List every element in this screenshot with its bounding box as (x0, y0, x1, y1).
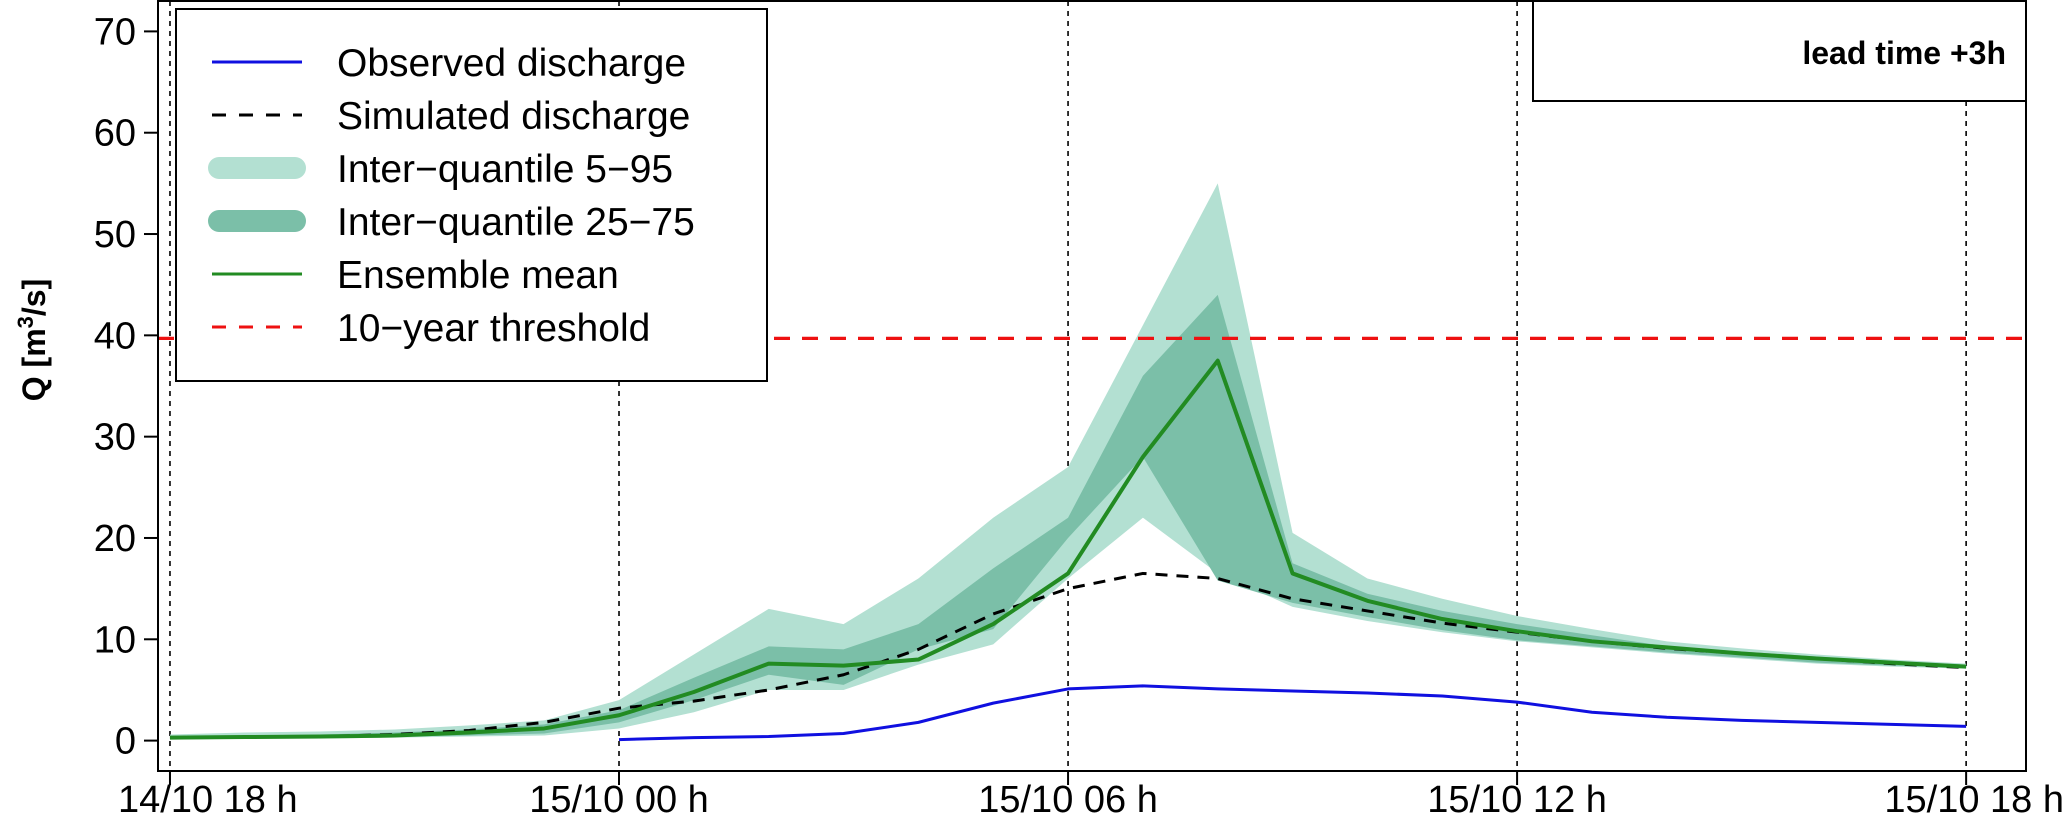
y-tick-label-5: 50 (94, 214, 136, 256)
series-ensemble-mean (169, 358, 1967, 740)
series-observed-discharge (618, 684, 1967, 742)
y-tick-label-7: 70 (94, 11, 136, 53)
legend-box (175, 8, 768, 382)
legend-swatch-inter-quantile-25-75 (208, 210, 306, 232)
y-tick-label-1: 10 (94, 619, 136, 661)
x-tick-label-3: 15/10 12 h (1427, 779, 1607, 817)
legend: Observed discharge Simulated discharge Int… (175, 8, 768, 382)
quantile-bands (169, 183, 1967, 740)
band-q25-75 (169, 294, 1967, 739)
legend-label-simulated-discharge: Simulated discharge (337, 95, 690, 138)
legend-label-inter-quantile-25-75: Inter−quantile 25−75 (337, 201, 695, 244)
y-tick-label-3: 30 (94, 417, 136, 459)
lead-time-label: lead time +3h (1802, 35, 2006, 71)
series-lines (169, 358, 1967, 742)
y-tick-label-2: 20 (94, 518, 136, 560)
lead-time-annotation: lead time +3h (1532, 0, 2027, 102)
y-tick-label-4: 40 (94, 315, 136, 357)
y-tick-label-0: 0 (115, 721, 136, 763)
legend-label-inter-quantile-5-95: Inter−quantile 5−95 (337, 148, 673, 191)
x-tick-label-2: 15/10 06 h (978, 779, 1158, 817)
annotation-box (1532, 0, 2027, 102)
axes: 0 10 20 30 40 50 60 70 14/10 18 h 15/10 00 h 15/10… (94, 0, 2064, 817)
vertical-gridlines (169, 1, 1967, 771)
legend-entries: Observed discharge Simulated discharge Int… (208, 42, 695, 350)
x-tick-label-1: 15/10 00 h (529, 779, 709, 817)
y-axis-label: Q [m3/s] (13, 279, 52, 401)
legend-swatch-inter-quantile-5-95 (208, 157, 306, 179)
x-tick-label-0: 14/10 18 h (118, 779, 298, 817)
legend-label-observed-discharge: Observed discharge (337, 42, 686, 85)
legend-label-ensemble-mean: Ensemble mean (337, 254, 619, 297)
y-tick-label-6: 60 (94, 113, 136, 155)
legend-label-10-year-threshold: 10−year threshold (337, 307, 650, 350)
x-tick-label-4: 15/10 18 h (1884, 779, 2064, 817)
series-simulated-discharge (169, 571, 1967, 740)
plot-frame (157, 0, 2027, 772)
